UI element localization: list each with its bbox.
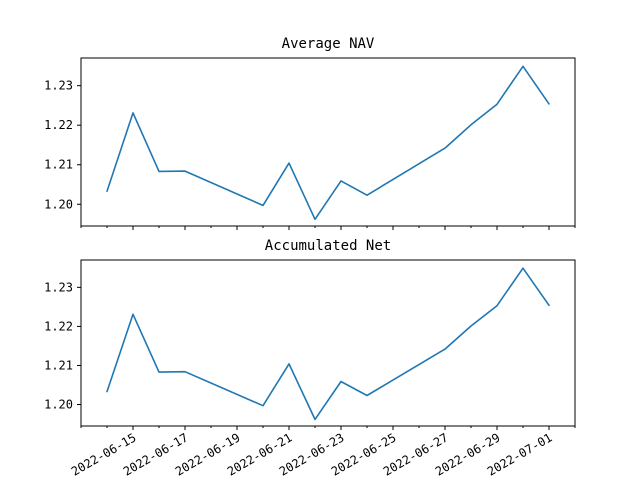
y-tick-label: 1.21 [44, 358, 73, 372]
chart-title: Accumulated Net [265, 238, 391, 254]
y-tick-label: 1.21 [44, 158, 73, 172]
y-tick-label: 1.20 [44, 197, 73, 211]
plot-frame [80, 259, 576, 427]
chart-title: Average NAV [282, 36, 375, 52]
y-tick-label: 1.23 [44, 79, 73, 93]
y-tick-label: 1.22 [44, 319, 73, 333]
y-tick-label: 1.22 [44, 118, 73, 132]
plot-frame [80, 57, 576, 227]
series-line [106, 65, 550, 221]
series-line [106, 267, 550, 421]
y-axis: 1.20 1.21 1.22 1.23 [44, 79, 81, 211]
y-tick-label: 1.20 [44, 398, 73, 412]
y-tick-label: 1.23 [44, 280, 73, 294]
y-axis: 1.20 1.21 1.22 1.23 [44, 280, 81, 412]
chart-average-nav: Average NAV 1.20 1.21 1.22 1.23 [44, 36, 576, 230]
